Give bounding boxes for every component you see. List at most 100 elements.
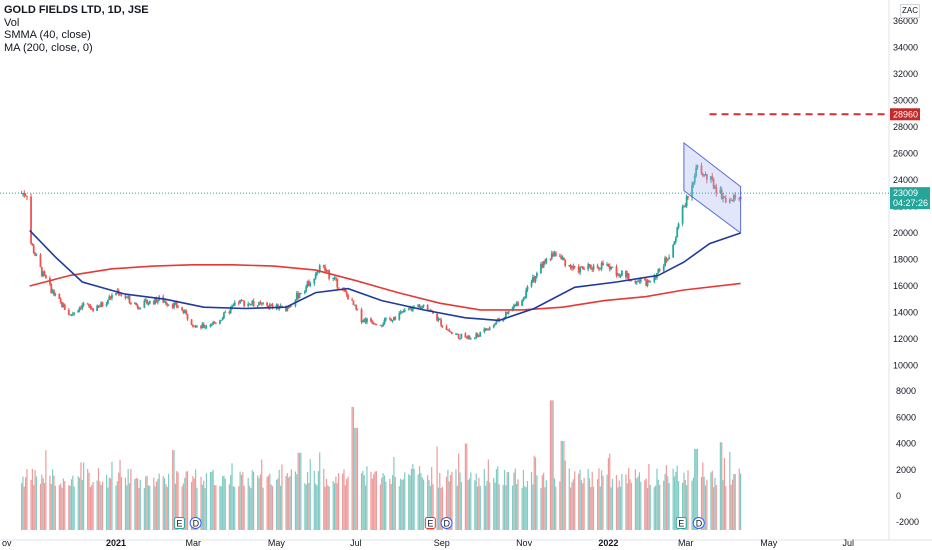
candle-body[interactable]: [625, 270, 627, 278]
candle-body[interactable]: [196, 326, 198, 327]
candle-body[interactable]: [355, 304, 358, 309]
candle-body[interactable]: [105, 303, 108, 306]
candle-body[interactable]: [24, 195, 27, 197]
candle-body[interactable]: [635, 281, 638, 283]
candle-body[interactable]: [388, 318, 391, 319]
candle-body[interactable]: [502, 319, 505, 322]
candle-body[interactable]: [451, 332, 453, 335]
candle-body[interactable]: [290, 305, 293, 307]
candle-body[interactable]: [371, 321, 374, 324]
candle-body[interactable]: [568, 264, 571, 266]
candle-body[interactable]: [646, 280, 649, 286]
candle-body[interactable]: [608, 265, 611, 270]
candle-body[interactable]: [564, 260, 567, 266]
candle-body[interactable]: [78, 307, 81, 311]
candle-body[interactable]: [143, 300, 146, 308]
candle-body[interactable]: [393, 317, 395, 321]
candle-body[interactable]: [81, 304, 84, 309]
candle-body[interactable]: [192, 324, 194, 327]
candle-body[interactable]: [347, 294, 349, 300]
candle-body[interactable]: [281, 305, 283, 307]
symbol-title[interactable]: GOLD FIELDS LTD, 1D, JSE: [4, 4, 149, 16]
candle-body[interactable]: [654, 276, 657, 278]
candle-body[interactable]: [664, 257, 666, 267]
candle-body[interactable]: [515, 302, 518, 307]
candle-body[interactable]: [54, 293, 57, 296]
candle-body[interactable]: [693, 175, 696, 183]
candle-body[interactable]: [155, 297, 158, 303]
candle-body[interactable]: [214, 322, 217, 324]
candle-body[interactable]: [221, 317, 224, 321]
candle-body[interactable]: [398, 313, 401, 320]
candle-body[interactable]: [692, 182, 695, 186]
dividend-event-marker[interactable]: [440, 517, 453, 529]
candle-body[interactable]: [715, 187, 718, 193]
candle-body[interactable]: [42, 271, 45, 276]
candle-body[interactable]: [695, 167, 697, 176]
candle-body[interactable]: [352, 300, 355, 305]
candle-body[interactable]: [125, 297, 128, 299]
candle-body[interactable]: [71, 313, 74, 315]
candle-body[interactable]: [266, 302, 269, 306]
candle-body[interactable]: [426, 304, 429, 312]
candle-body[interactable]: [724, 197, 727, 203]
candle-body[interactable]: [477, 336, 480, 337]
candle-body[interactable]: [44, 274, 47, 279]
candle-body[interactable]: [399, 312, 402, 314]
candle-body[interactable]: [316, 272, 318, 275]
candle-body[interactable]: [252, 300, 255, 307]
candle-body[interactable]: [51, 290, 54, 293]
candle-body[interactable]: [82, 303, 85, 305]
candle-body[interactable]: [43, 271, 46, 275]
candle-body[interactable]: [146, 300, 148, 305]
candle-body[interactable]: [360, 309, 363, 323]
candle-body[interactable]: [92, 308, 94, 311]
candle-body[interactable]: [602, 262, 604, 266]
candle-body[interactable]: [723, 196, 726, 198]
candle-body[interactable]: [174, 302, 177, 304]
candle-body[interactable]: [318, 265, 321, 271]
candle-body[interactable]: [382, 324, 385, 326]
candle-body[interactable]: [492, 324, 495, 328]
legend-smma[interactable]: SMMA (40, close): [4, 29, 91, 41]
candle-body[interactable]: [163, 301, 166, 303]
candle-body[interactable]: [544, 261, 546, 263]
candle-body[interactable]: [445, 326, 448, 331]
candle-body[interactable]: [278, 307, 281, 310]
candle-body[interactable]: [165, 301, 167, 304]
candle-body[interactable]: [241, 300, 244, 302]
candle-body[interactable]: [683, 205, 685, 208]
candle-body[interactable]: [553, 252, 556, 257]
candle-body[interactable]: [549, 258, 552, 260]
candle-body[interactable]: [67, 309, 70, 315]
candle-body[interactable]: [289, 305, 291, 308]
candle-body[interactable]: [32, 245, 35, 253]
candle-body[interactable]: [58, 293, 61, 299]
candle-body[interactable]: [185, 310, 188, 314]
candle-body[interactable]: [441, 325, 444, 327]
candle-body[interactable]: [465, 337, 468, 339]
candle-body[interactable]: [61, 301, 63, 308]
candle-body[interactable]: [251, 300, 254, 305]
candle-body[interactable]: [494, 323, 496, 325]
candle-body[interactable]: [136, 305, 139, 308]
candle-body[interactable]: [228, 311, 231, 314]
candle-body[interactable]: [53, 290, 55, 296]
candle-body[interactable]: [468, 335, 471, 340]
candle-body[interactable]: [63, 304, 66, 310]
candle-body[interactable]: [326, 270, 329, 272]
candle-body[interactable]: [525, 290, 528, 298]
candle-body[interactable]: [719, 189, 722, 193]
candle-body[interactable]: [562, 257, 565, 261]
candle-body[interactable]: [380, 325, 383, 327]
candle-body[interactable]: [250, 304, 252, 306]
candle-body[interactable]: [124, 295, 127, 298]
candle-body[interactable]: [356, 308, 359, 310]
candle-body[interactable]: [171, 304, 174, 308]
candle-body[interactable]: [634, 280, 637, 283]
candle-body[interactable]: [569, 264, 572, 268]
candle-body[interactable]: [687, 196, 689, 198]
candle-body[interactable]: [100, 302, 103, 308]
candle-body[interactable]: [487, 329, 490, 330]
candle-body[interactable]: [138, 307, 140, 309]
